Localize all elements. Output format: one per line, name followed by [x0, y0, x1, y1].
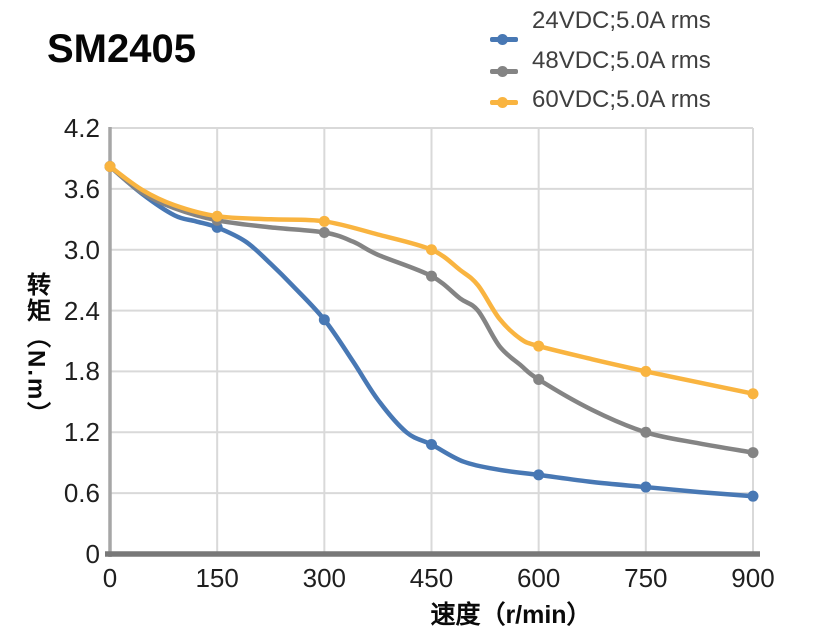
series-marker-2 [104, 161, 116, 173]
series-marker-0 [318, 314, 330, 326]
legend-swatch-24vdc [490, 33, 518, 45]
legend-swatch-60vdc [490, 96, 518, 108]
legend-label-48vdc: 48VDC;5.0A rms [532, 47, 711, 74]
legend-swatch-48vdc [490, 65, 518, 77]
series-marker-2 [211, 210, 223, 222]
chart-title: SM2405 [47, 27, 196, 71]
legend-label-24vdc: 24VDC;5.0A rms [532, 7, 711, 34]
y-tick-label: 2.4 [63, 295, 100, 326]
x-tick-label: 600 [516, 563, 561, 593]
y-axis-title: 转矩（N.m） [22, 272, 50, 428]
x-tick-label: 150 [195, 563, 239, 593]
y-tick-label: 1.2 [63, 417, 100, 448]
y-tick-label: 0.6 [63, 478, 100, 509]
x-axis-title: 速度（r/min） [430, 601, 592, 629]
series-marker-1 [533, 374, 545, 386]
series-marker-2 [318, 215, 330, 227]
x-tick-label: 750 [624, 563, 668, 593]
series-marker-2 [640, 365, 652, 377]
y-tick-label: 3.6 [63, 173, 100, 204]
dot-marker-icon [497, 65, 508, 77]
x-tick-label: 450 [409, 563, 454, 593]
y-tick-label: 4.2 [63, 113, 100, 143]
dot-marker-icon [497, 33, 508, 45]
series-marker-2 [533, 340, 545, 352]
series-marker-0 [533, 469, 545, 481]
x-tick-label: 0 [102, 563, 118, 593]
series-marker-2 [747, 388, 759, 400]
series-marker-2 [426, 244, 437, 256]
x-tick-label: 900 [731, 563, 775, 593]
series-marker-0 [426, 438, 437, 450]
y-tick-label: 0 [85, 539, 100, 569]
series-line-2 [107, 164, 756, 396]
series-line-0 [107, 164, 756, 499]
dot-marker-icon [497, 96, 508, 108]
series-marker-1 [640, 426, 652, 438]
legend-label-60vdc: 60VDC;5.0A rms [532, 86, 711, 113]
y-tick-label: 1.8 [63, 356, 100, 387]
series-marker-0 [640, 481, 652, 493]
series-marker-1 [426, 270, 437, 282]
series-marker-1 [318, 226, 330, 238]
y-tick-label: 3.0 [63, 234, 100, 265]
series-marker-1 [747, 447, 759, 459]
x-tick-label: 300 [302, 563, 347, 593]
series-marker-0 [747, 490, 759, 502]
